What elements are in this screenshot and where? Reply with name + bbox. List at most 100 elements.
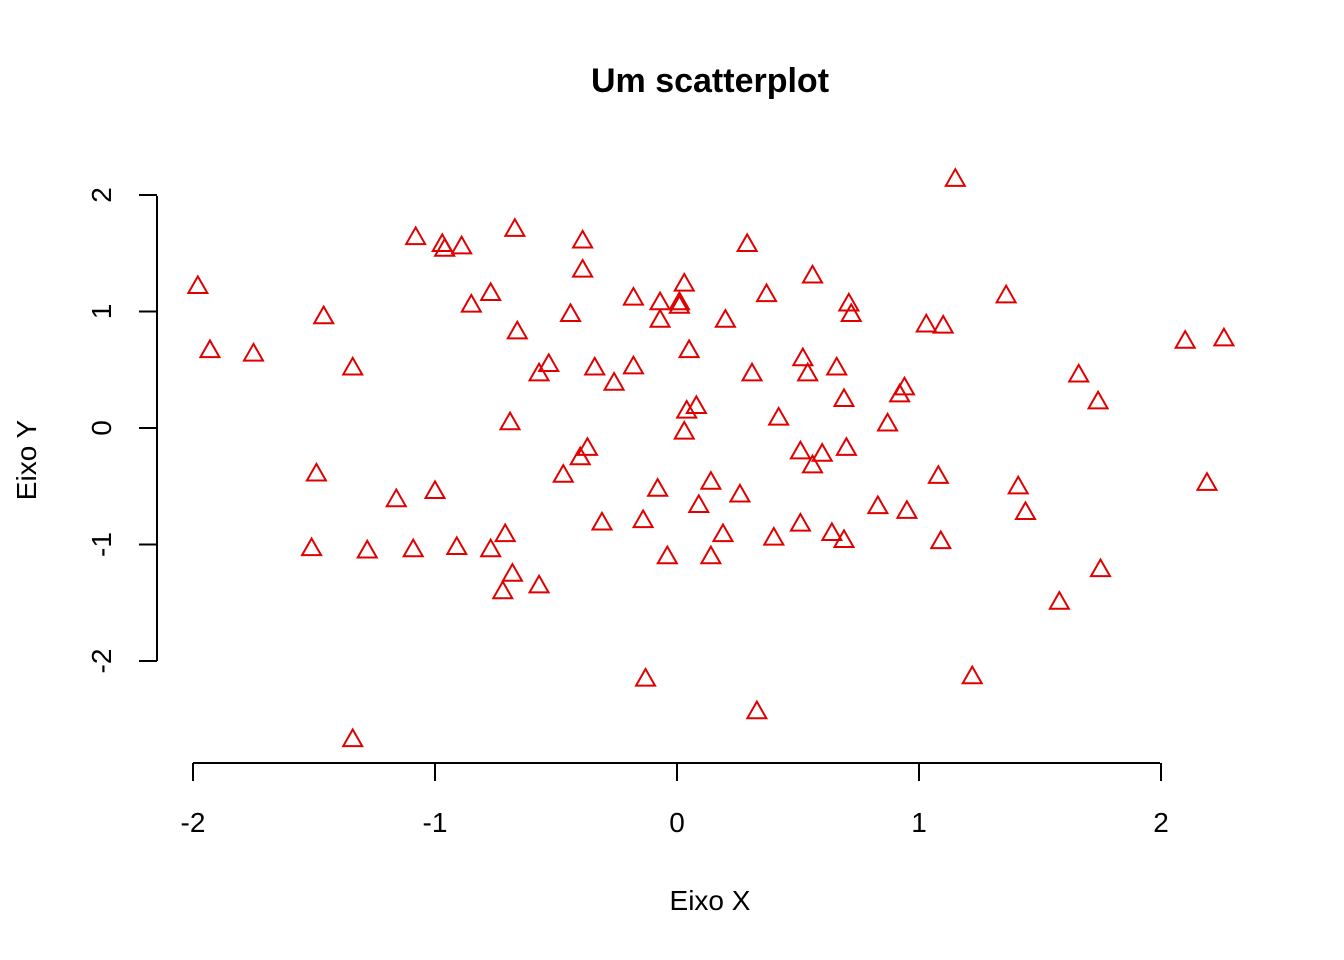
y-tick-label: -2: [86, 649, 117, 674]
scatter-point: [571, 228, 594, 249]
scatter-point: [835, 436, 858, 456]
scatter-point: [648, 290, 672, 311]
scatter-point: [944, 167, 967, 187]
scatter-point: [186, 274, 210, 294]
scatter-point: [1006, 474, 1030, 495]
scatter-point: [673, 419, 696, 440]
scatter-point: [491, 579, 514, 600]
scatter-point: [450, 234, 473, 255]
scatter-point: [1212, 326, 1236, 347]
x-tick-label: 2: [1153, 807, 1169, 838]
scatter-point: [590, 510, 614, 531]
scatter-point: [423, 479, 447, 500]
y-tick-label: -1: [86, 532, 117, 557]
scatter-point: [622, 286, 645, 306]
scatter-point: [648, 308, 672, 328]
scatter-point: [1089, 557, 1112, 578]
scatter-point: [668, 294, 691, 314]
scatter-point: [506, 319, 529, 340]
scatter-point: [740, 361, 764, 382]
scatter-point: [791, 346, 815, 367]
scatter-point: [687, 493, 711, 514]
scatter-point: [675, 399, 698, 419]
scatter-point: [445, 535, 469, 555]
scatter-point: [300, 536, 323, 557]
scatter-point: [929, 529, 953, 550]
scatter-point: [789, 439, 812, 460]
scatter-point: [762, 525, 786, 546]
scatter-point: [832, 387, 856, 407]
scatter-point: [1086, 389, 1110, 410]
scatter-point: [915, 312, 938, 333]
scatter-point: [685, 394, 708, 414]
scatter-point: [840, 302, 863, 322]
scatter-point: [312, 304, 335, 325]
y-axis-label: Eixo Y: [11, 419, 42, 500]
scatter-point: [404, 225, 427, 246]
scatter-point: [498, 410, 522, 431]
scatter-point: [576, 436, 599, 456]
scatter-point: [728, 482, 752, 503]
scatter-point: [801, 453, 824, 474]
x-axis-label: Eixo X: [670, 885, 751, 916]
scatter-point: [622, 354, 645, 375]
scatter-point: [356, 538, 379, 559]
scatter-point: [714, 308, 737, 328]
scatter-point: [479, 537, 502, 558]
scatter-point: [825, 355, 848, 376]
scatter-point: [673, 272, 696, 292]
scatter-point: [1048, 590, 1071, 610]
scatter-point: [1195, 471, 1219, 491]
x-tick-label: 0: [669, 807, 685, 838]
scatter-point: [801, 263, 824, 284]
x-tick-label: -1: [423, 807, 448, 838]
y-tick-label: 2: [86, 187, 117, 203]
scatter-point: [242, 341, 265, 362]
scatter-point: [493, 522, 517, 543]
scatter-point: [631, 508, 655, 529]
scatter-point: [571, 258, 594, 278]
scatter-point: [1173, 329, 1197, 349]
scatter-point: [634, 666, 657, 687]
y-axis-ticks: -2 -1 0 1 2: [86, 187, 157, 673]
scatter-point: [401, 537, 425, 558]
scatter-point: [994, 283, 1018, 304]
scatter-point: [699, 470, 723, 490]
scatter-point: [559, 302, 582, 322]
scatter-point: [745, 699, 769, 720]
x-tick-label: -2: [181, 807, 206, 838]
scatter-point: [527, 361, 551, 382]
scatter-point: [866, 494, 890, 515]
scatter-point: [832, 528, 856, 548]
data-points: [186, 167, 1236, 748]
scatter-point: [537, 352, 560, 373]
scatter-point: [503, 217, 527, 237]
scatter-point: [893, 375, 916, 396]
chart-title: Um scatterplot: [591, 62, 829, 100]
scatter-point: [568, 445, 592, 466]
scatter-point: [927, 464, 950, 484]
scatter-point: [876, 411, 899, 432]
scatter-point: [433, 237, 456, 257]
scatter-point: [501, 562, 524, 582]
x-axis-ticks: -2 -1 0 1 2: [181, 763, 1169, 838]
scatter-point: [552, 463, 575, 483]
scatter-point: [895, 499, 919, 519]
scatter-point: [796, 361, 819, 382]
scatter-point: [460, 292, 483, 313]
scatter-point: [668, 290, 691, 311]
scatter-point: [583, 355, 606, 376]
scatter-point: [646, 477, 669, 497]
scatter-point: [656, 544, 679, 565]
scatter-point: [755, 282, 778, 303]
scatter-point: [1067, 362, 1090, 383]
scatter-point: [820, 521, 844, 541]
scatter-point: [527, 573, 551, 594]
scatter-point: [735, 232, 759, 253]
scatter-point: [961, 664, 984, 685]
scatter-point: [677, 338, 701, 359]
scatter-point: [341, 727, 364, 748]
scatter-point: [385, 487, 408, 508]
y-tick-label: 0: [86, 420, 117, 436]
